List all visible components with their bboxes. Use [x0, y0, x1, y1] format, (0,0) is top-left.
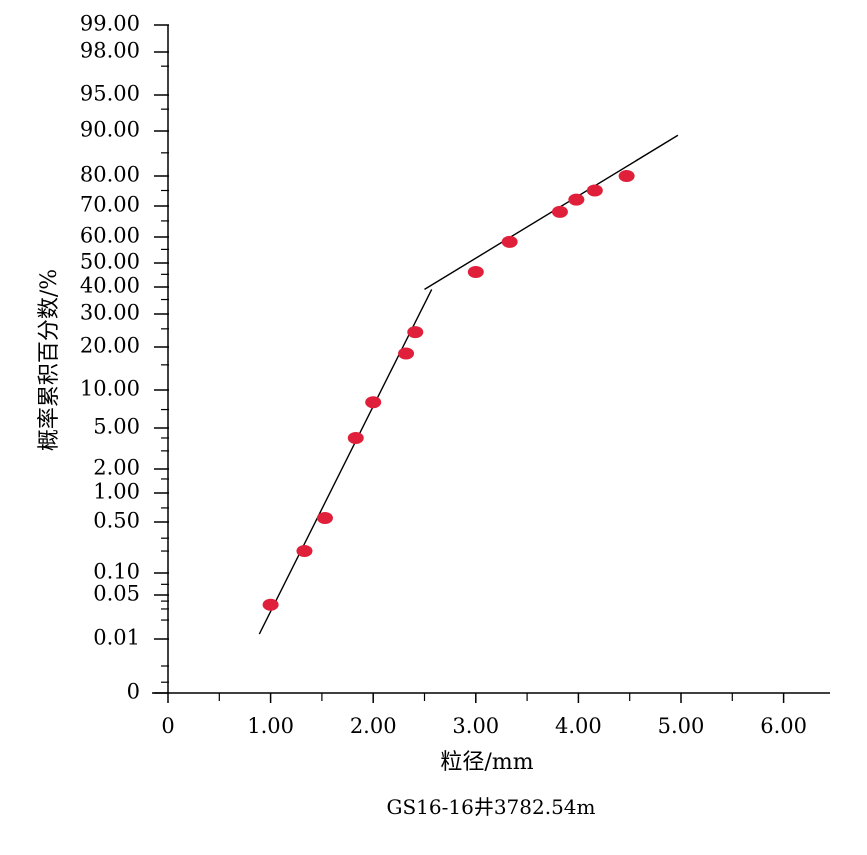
fit-line — [424, 134, 679, 290]
y-tick-label: 0.50 — [93, 509, 140, 533]
x-tick-label: 5.00 — [658, 714, 705, 738]
y-tick-label: 10.00 — [80, 377, 140, 401]
y-axis-title: 概率累积百分数/% — [37, 269, 62, 451]
y-tick-label: 0.10 — [93, 560, 140, 584]
x-tick-label: 1.00 — [247, 714, 294, 738]
data-point — [262, 598, 279, 611]
y-tick-label: 50.00 — [80, 250, 140, 274]
y-tick-label: 40.00 — [80, 274, 140, 298]
y-tick-label: 5.00 — [93, 415, 140, 439]
x-tick-label: 2.00 — [350, 714, 397, 738]
y-tick-label: 0.05 — [93, 582, 140, 606]
fit-lines — [258, 134, 679, 635]
x-tick-label: 6.00 — [760, 714, 807, 738]
y-tick-label: 60.00 — [80, 224, 140, 248]
y-tick-label: 0.01 — [93, 626, 140, 650]
y-tick-label: 20.00 — [80, 334, 140, 358]
y-tick-label: 98.00 — [80, 39, 140, 63]
data-point — [316, 512, 333, 525]
x-axis-title: 粒径/mm — [440, 750, 533, 775]
y-tick-label: 99.00 — [80, 12, 140, 36]
data-point — [365, 396, 382, 409]
data-point — [551, 205, 568, 218]
y-tick-label: 90.00 — [80, 118, 140, 142]
fit-line — [258, 289, 433, 635]
data-points — [262, 170, 635, 611]
axes: 00.010.050.100.501.002.005.0010.0020.003… — [80, 12, 830, 738]
data-point — [296, 545, 313, 558]
data-point — [586, 184, 603, 197]
y-tick-label: 95.00 — [80, 82, 140, 106]
x-tick-label: 4.00 — [555, 714, 602, 738]
y-tick-label: 0 — [127, 680, 140, 704]
y-tick-label: 2.00 — [93, 456, 140, 480]
data-point — [501, 235, 518, 248]
y-tick-label: 1.00 — [93, 480, 140, 504]
y-tick-label: 80.00 — [80, 163, 140, 187]
y-tick-label: 70.00 — [80, 193, 140, 217]
chart-caption: GS16-16井3782.54m — [386, 795, 595, 819]
data-point — [618, 170, 635, 182]
data-point — [398, 347, 415, 360]
data-point — [467, 265, 484, 278]
x-tick-label: 0 — [161, 714, 174, 738]
data-point — [407, 326, 424, 339]
x-tick-label: 3.00 — [452, 714, 499, 738]
data-point — [568, 193, 585, 206]
y-tick-label: 30.00 — [80, 301, 140, 325]
data-point — [347, 431, 364, 444]
